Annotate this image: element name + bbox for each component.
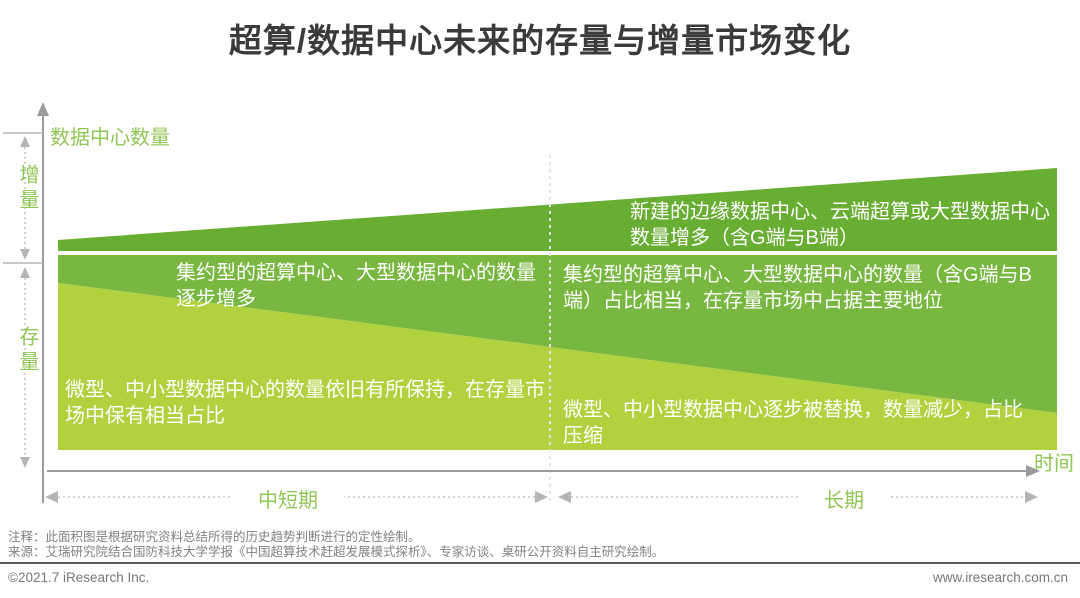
annotation-intensive-long-term: 集约型的超算中心、大型数据中心的数量（含G端与B端）占比相当，在存量市场中占据主… (563, 264, 1032, 312)
annotation-micro-short-term: 微型、中小型数据中心的数量依旧有所保持，在存量市场中保有相当占比 (65, 379, 545, 427)
note-text: 注释：此面积图是根据研究资料总结所得的历史趋势判断进行的定性绘制。 (8, 530, 421, 544)
increment-bracket-label: 增量 (16, 164, 38, 214)
stock-bracket-arrow-down-icon (20, 457, 30, 468)
long-term-arrow-left-icon (558, 491, 571, 503)
stock-bracket-label: 存量 (16, 326, 38, 376)
footer-divider (0, 562, 1080, 564)
period-label-short-term: 中短期 (232, 484, 344, 513)
short-term-arrow-right-icon (535, 491, 548, 503)
y-axis-label: 数据中心数量 (50, 127, 170, 149)
annotation-increment-long-term: 新建的边缘数据中心、云端超算或大型数据中心数量增多（含G端与B端） (630, 201, 1050, 249)
copyright-text: ©2021.7 iResearch Inc. (8, 570, 150, 585)
increment-bracket-arrow-up-icon (20, 136, 30, 147)
website-text: www.iresearch.com.cn (932, 570, 1068, 585)
annotation-micro-long-term: 微型、中小型数据中心逐步被替换，数量减少，占比压缩 (563, 399, 1023, 447)
band-increment-area (58, 168, 1057, 251)
annotation-intensive-short-term: 集约型的超算中心、大型数据中心的数量逐步增多 (176, 262, 536, 310)
band-micro-area (58, 283, 1057, 450)
y-axis-arrow-icon (37, 102, 49, 116)
band-intensive-area (58, 255, 1057, 413)
period-label-long-term: 长期 (800, 484, 888, 513)
x-axis-arrow-icon (1026, 465, 1040, 477)
short-term-arrow-left-icon (45, 491, 58, 503)
stock-bracket-arrow-up-icon (20, 267, 30, 278)
source-text: 来源：艾瑞研究院结合国防科技大学学报《中国超算技术赶超发展模式探析》、专家访谈、… (8, 545, 665, 559)
area-chart-canvas (3, 102, 1057, 505)
chart-title: 超算/数据中心未来的存量与增量市场变化 (228, 22, 852, 59)
increment-bracket-arrow-down-icon (20, 249, 30, 260)
long-term-arrow-right-icon (1025, 491, 1038, 503)
x-axis-label: 时间 (1034, 453, 1074, 475)
